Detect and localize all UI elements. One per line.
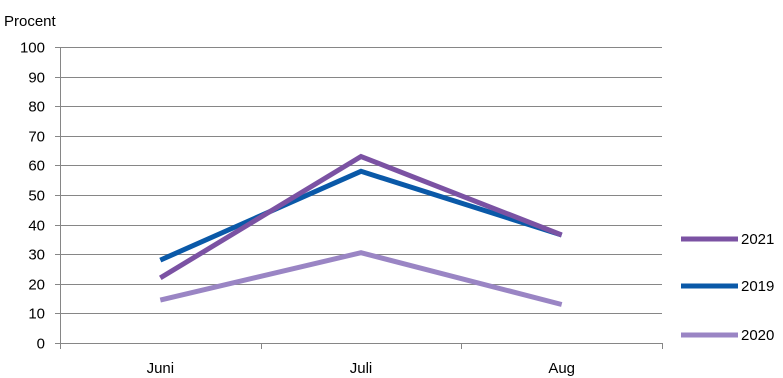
y-tick-label: 100 bbox=[20, 40, 45, 57]
legend-label-2019: 2019 bbox=[741, 278, 774, 295]
gridlines bbox=[60, 47, 662, 314]
series-lines bbox=[159, 153, 563, 307]
y-axis-title: Procent bbox=[4, 13, 57, 30]
y-tick-label: 80 bbox=[28, 99, 45, 116]
series-line-2020 bbox=[159, 250, 563, 307]
y-tick-label: 90 bbox=[28, 70, 45, 87]
legend-label-2020: 2020 bbox=[741, 327, 774, 344]
y-tick-label: 70 bbox=[28, 129, 45, 146]
y-tick-label: 40 bbox=[28, 218, 45, 235]
axes bbox=[55, 47, 663, 349]
legend-label-2021: 2021 bbox=[741, 231, 774, 248]
series-line-2019 bbox=[159, 168, 563, 263]
y-tick-label: 20 bbox=[28, 277, 45, 294]
series-line-2021 bbox=[159, 153, 563, 281]
x-tick-label: Juni bbox=[147, 360, 175, 377]
y-tick-label: 30 bbox=[28, 247, 45, 264]
y-tick-label: 10 bbox=[28, 306, 45, 323]
x-tick-labels: Juni Juli Aug bbox=[147, 360, 575, 377]
y-tick-label: 60 bbox=[28, 158, 45, 175]
x-tick-label: Juli bbox=[350, 360, 373, 377]
y-tick-labels: 0 10 20 30 40 50 60 70 80 90 100 bbox=[20, 40, 45, 353]
y-tick-label: 50 bbox=[28, 188, 45, 205]
y-tick-label: 0 bbox=[37, 336, 45, 353]
x-tick-label: Aug bbox=[548, 360, 575, 377]
legend: 2021 2019 2020 bbox=[681, 231, 774, 344]
